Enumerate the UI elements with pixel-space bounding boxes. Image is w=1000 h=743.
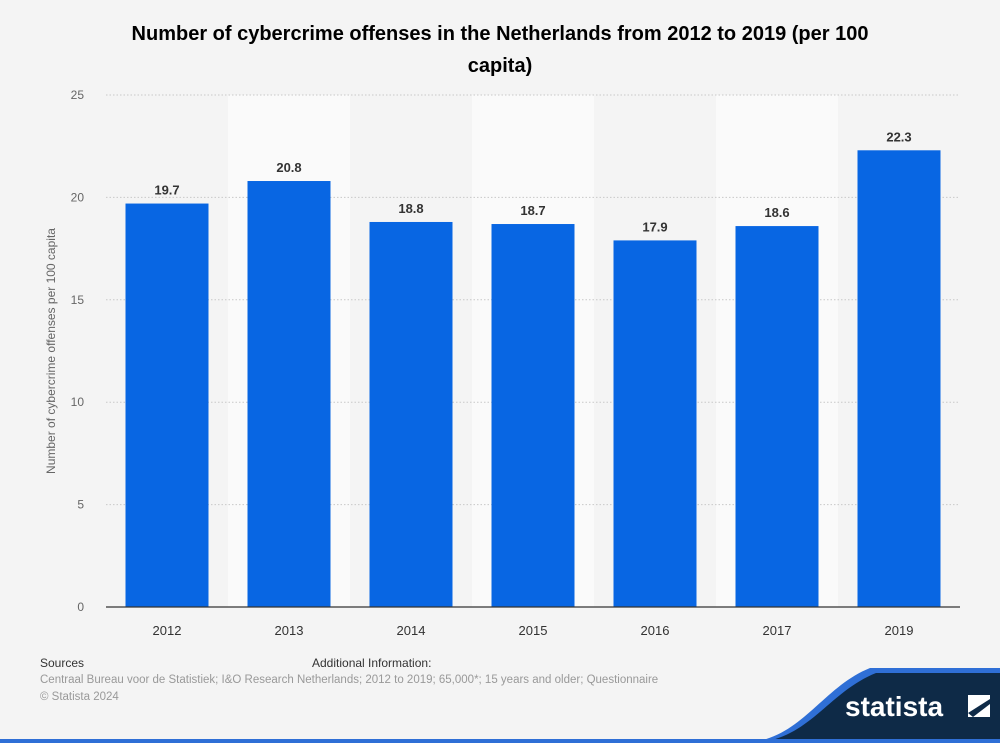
x-tick-label: 2019 <box>885 623 914 638</box>
sources-label[interactable]: Sources <box>40 656 85 670</box>
y-tick-label: 25 <box>71 88 85 102</box>
y-axis-label: Number of cybercrime offenses per 100 ca… <box>44 228 58 474</box>
x-tick-label: 2016 <box>641 623 670 638</box>
bar-2019 <box>857 150 941 607</box>
x-tick-label: 2012 <box>153 623 182 638</box>
data-label: 22.3 <box>886 129 911 144</box>
bar-2013 <box>247 181 331 608</box>
x-tick-label: 2015 <box>519 623 548 638</box>
bottom-accent-line <box>0 739 1000 743</box>
bar-2014 <box>369 221 453 607</box>
x-tick-label: 2014 <box>397 623 426 638</box>
additional-info-label[interactable]: Additional Information: <box>312 656 432 670</box>
y-tick-label: 10 <box>71 395 85 409</box>
y-tick-label: 15 <box>71 293 85 307</box>
chart-title: Number of cybercrime offenses in the Net… <box>131 23 869 77</box>
data-label: 18.7 <box>520 203 545 218</box>
data-label: 17.9 <box>642 219 667 234</box>
bar-2015 <box>491 224 575 608</box>
bar-chart: 0 5 10 15 20 25 19.7 2012 20.8 2013 18.8 2014 18.7 20… <box>44 88 960 638</box>
bar-2017 <box>735 226 819 607</box>
y-tick-label: 20 <box>71 190 85 204</box>
statista-logo: statista <box>740 668 1000 743</box>
data-label: 19.7 <box>154 183 179 198</box>
bar-2016 <box>613 240 697 607</box>
x-tick-label: 2013 <box>275 623 304 638</box>
svg-text:statista: statista <box>845 691 943 722</box>
y-tick-label: 5 <box>77 498 84 512</box>
data-label: 18.6 <box>764 205 789 220</box>
sources-text: Centraal Bureau voor de Statistiek; I&O … <box>40 674 659 686</box>
x-tick-label: 2017 <box>763 623 792 638</box>
data-label: 18.8 <box>398 201 423 216</box>
copyright: © Statista 2024 <box>40 691 119 703</box>
bar-2012 <box>125 203 209 607</box>
data-label: 20.8 <box>276 160 301 175</box>
y-tick-label: 0 <box>77 600 84 614</box>
